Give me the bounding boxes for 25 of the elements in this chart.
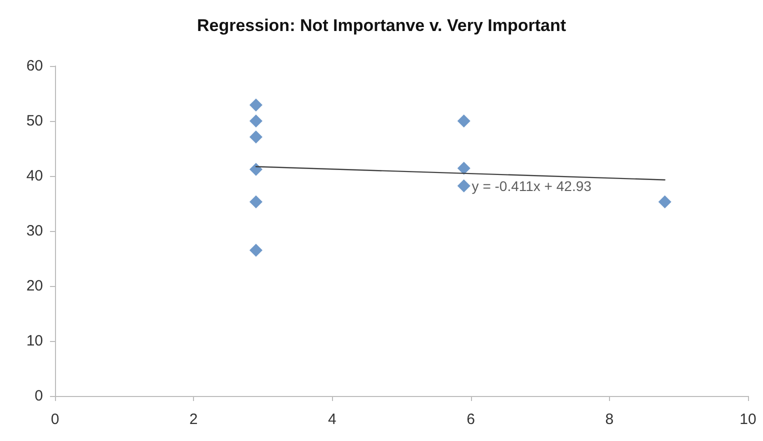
x-tick-label: 2 [189, 411, 198, 428]
y-tick-label: 40 [26, 168, 43, 184]
annotation: y = -0.411x + 42.93 [472, 178, 592, 194]
chart-title: Regression: Not Importanve v. Very Important [196, 16, 566, 35]
y-tick-label: 20 [26, 278, 43, 294]
point [457, 179, 470, 192]
point [249, 114, 262, 128]
point [457, 162, 470, 175]
y-tick-label: 10 [26, 332, 43, 350]
y-tick-label: 0 [34, 388, 43, 404]
point [249, 244, 262, 257]
point [457, 114, 470, 128]
y-tick-label: 60 [26, 58, 43, 74]
point [249, 98, 262, 112]
point [249, 195, 262, 208]
y-tick-label: 30 [26, 222, 43, 240]
point [658, 195, 672, 208]
x-tick-label: 6 [466, 411, 475, 428]
x-tick-label: 0 [50, 411, 60, 428]
point [249, 130, 262, 144]
x-tick-label: 4 [328, 411, 336, 428]
x-tick-label: 8 [605, 411, 614, 428]
y-tick-label: 50 [26, 112, 43, 130]
x-tick-label: 10 [740, 411, 756, 428]
point [249, 162, 262, 176]
